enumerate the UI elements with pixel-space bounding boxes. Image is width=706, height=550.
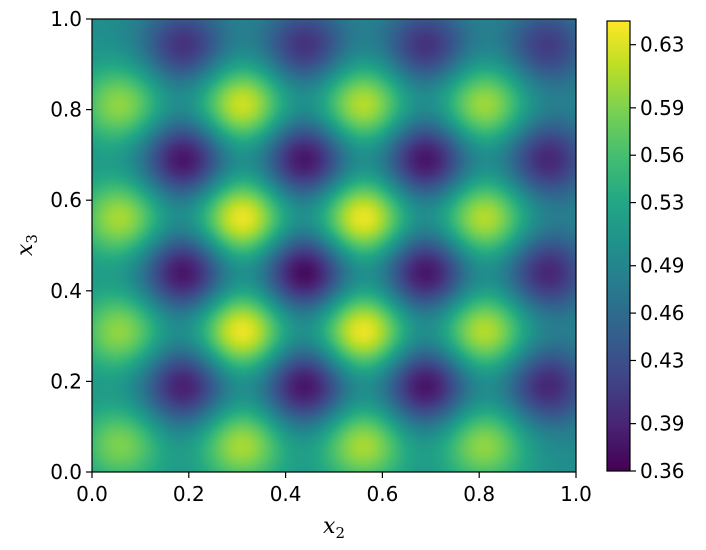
colorbar-tick-label: 0.53 <box>640 191 685 215</box>
colorbar-tick-label: 0.39 <box>640 412 685 436</box>
colorbar-tick-label: 0.46 <box>640 301 685 325</box>
y-tick-label: 0.4 <box>50 279 82 303</box>
colorbar-ticks: 0.36 0.39 0.43 0.46 0.49 0.53 0.56 0.59 0.63 <box>630 33 685 483</box>
y-axis-label: x3 <box>13 234 41 256</box>
x-axis-label: x2 <box>323 514 345 542</box>
y-tick-label: 0.0 <box>50 460 82 484</box>
colorbar: 0.36 0.39 0.43 0.46 0.49 0.53 0.56 0.59 0.63 <box>606 20 685 483</box>
colorbar-tick-label: 0.43 <box>640 348 685 372</box>
colorbar-tick-label: 0.56 <box>640 143 685 167</box>
heatmap-field <box>92 19 576 472</box>
colorbar-gradient <box>607 21 630 471</box>
colorbar-tick-label: 0.59 <box>640 96 685 120</box>
colorbar-tick-label: 0.63 <box>640 33 685 57</box>
colorbar-tick-label: 0.36 <box>640 459 685 483</box>
x-tick-label: 0.0 <box>76 482 108 506</box>
x-tick-label: 0.8 <box>463 482 495 506</box>
y-tick-label: 1.0 <box>50 7 82 31</box>
y-tick-label: 0.2 <box>50 369 82 393</box>
x-tick-label: 0.6 <box>366 482 398 506</box>
x-tick-label: 0.4 <box>270 482 302 506</box>
colorbar-tick-label: 0.49 <box>640 254 685 278</box>
x-tick-label: 1.0 <box>560 482 592 506</box>
plot-frame <box>91 18 577 473</box>
x-tick-label: 0.2 <box>173 482 205 506</box>
colorbar-frame <box>606 20 631 472</box>
plot-area <box>91 18 577 473</box>
y-axis-ticks: 0.0 0.2 0.4 0.6 0.8 1.0 <box>50 7 92 484</box>
y-tick-label: 0.8 <box>50 98 82 122</box>
x-axis-ticks: 0.0 0.2 0.4 0.6 0.8 1.0 <box>76 472 592 506</box>
y-tick-label: 0.6 <box>50 188 82 212</box>
